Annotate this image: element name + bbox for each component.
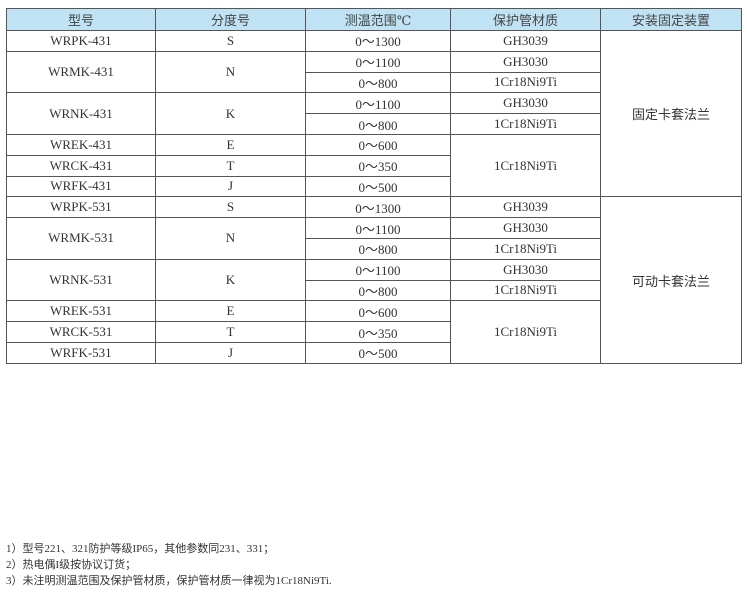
table-subrow: 0～800 1Cr18Ni9Ti (7, 113, 742, 135)
grade-cell: E (155, 300, 306, 323)
spec-table: 型号 分度号 测温范围℃ 保护管材质 安装固定装置 WRPK-431 S 0～130… (6, 8, 742, 364)
header-mounting: 安装固定装置 (600, 8, 742, 31)
grade-cell: E (155, 133, 306, 156)
mounting-cell: 可动卡套法兰 (600, 196, 742, 364)
material-cell: GH3039 (450, 196, 601, 219)
grade-cell: S (155, 196, 306, 219)
range-cell: 0～1100 (305, 50, 451, 73)
footnote: 1）型号221、321防护等级IP65，其他参数同231、331； (6, 543, 275, 555)
header-range: 测温范围℃ (305, 8, 451, 31)
grade-cell: N (155, 217, 306, 260)
material-cell: 1Cr18Ni9Ti (450, 133, 601, 198)
footnote: 2）热电偶I级按协议订货； (6, 559, 137, 571)
model-cell: WRCK-431 (6, 154, 156, 177)
model-cell: WRNK-531 (6, 258, 156, 302)
range-cell: 0～350 (305, 321, 451, 343)
table-row: WRNK-431 K 0～1100 GH3030 (6, 92, 742, 135)
model-cell: WRMK-531 (6, 217, 156, 260)
table-body: WRPK-431 S 0～1300 GH3039 固定卡套法兰 WRMK-431 N 0～11… (6, 29, 742, 364)
range-cell: 0～800 (305, 113, 451, 135)
material-cell: 1Cr18Ni9Ti (450, 71, 601, 94)
material-cell: 1Cr18Ni9Ti (450, 300, 601, 364)
model-cell: WREK-431 (6, 133, 156, 156)
range-cell: 0～500 (305, 341, 451, 364)
mounting-cell: 固定卡套法兰 (600, 29, 742, 198)
material-cell: GH3030 (450, 50, 601, 73)
model-cell: WRPK-431 (6, 30, 156, 52)
range-cell: 0～1300 (305, 30, 451, 52)
header-grade: 分度号 (155, 8, 306, 31)
material-cell: GH3030 (450, 92, 601, 115)
model-cell: WRCK-531 (6, 321, 156, 343)
table-row: WRMK-431 N 0～1100 GH3030 (6, 50, 742, 94)
range-cell: 0～600 (305, 133, 451, 156)
table-subrow: 0～800 1Cr18Ni9Ti (7, 237, 742, 260)
range-cell: 0～500 (305, 175, 451, 198)
material-cell: 1Cr18Ni9Ti (450, 237, 601, 260)
range-cell: 0～1100 (305, 217, 451, 239)
material-cell: GH3039 (450, 30, 601, 52)
range-cell: 0～350 (305, 154, 451, 177)
table-row: WRNK-531 K 0～1100 GH3030 (6, 258, 742, 302)
grade-cell: S (155, 30, 306, 52)
grade-cell: J (155, 175, 306, 198)
table-row: WRMK-531 N 0～1100 GH3030 (6, 217, 742, 260)
range-cell: 0～800 (305, 237, 451, 260)
range-cell: 0～800 (305, 279, 451, 302)
model-cell: WRFK-531 (6, 341, 156, 364)
model-cell: WRPK-531 (6, 196, 156, 219)
model-cell: WRMK-431 (6, 50, 156, 94)
range-cell: 0～800 (305, 71, 451, 94)
grade-cell: K (155, 92, 306, 135)
range-cell: 0～1300 (305, 196, 451, 219)
header-model: 型号 (6, 8, 156, 31)
grade-cell: J (155, 341, 306, 364)
header-row: 型号 分度号 测温范围℃ 保护管材质 安装固定装置 (6, 8, 742, 31)
footnote: 3）未注明测温范围及保护管材质，保护管材质一律视为1Cr18Ni9Ti. (6, 575, 332, 587)
material-cell: 1Cr18Ni9Ti (450, 113, 601, 135)
range-cell: 0～600 (305, 300, 451, 323)
model-cell: WRFK-431 (6, 175, 156, 198)
grade-cell: N (155, 50, 306, 94)
header-material: 保护管材质 (450, 8, 601, 31)
grade-cell: K (155, 258, 306, 302)
footnotes: 1）型号221、321防护等级IP65，其他参数同231、331； 2）热电偶I… (6, 541, 332, 589)
material-cell: 1Cr18Ni9Ti (450, 279, 601, 302)
grade-cell: T (155, 321, 306, 343)
table-subrow: 0～800 1Cr18Ni9Ti (7, 71, 742, 94)
grade-cell: T (155, 154, 306, 177)
model-cell: WRNK-431 (6, 92, 156, 135)
model-cell: WREK-531 (6, 300, 156, 323)
range-cell: 0～1100 (305, 258, 451, 281)
material-cell: GH3030 (450, 217, 601, 239)
material-cell: GH3030 (450, 258, 601, 281)
range-cell: 0～1100 (305, 92, 451, 115)
